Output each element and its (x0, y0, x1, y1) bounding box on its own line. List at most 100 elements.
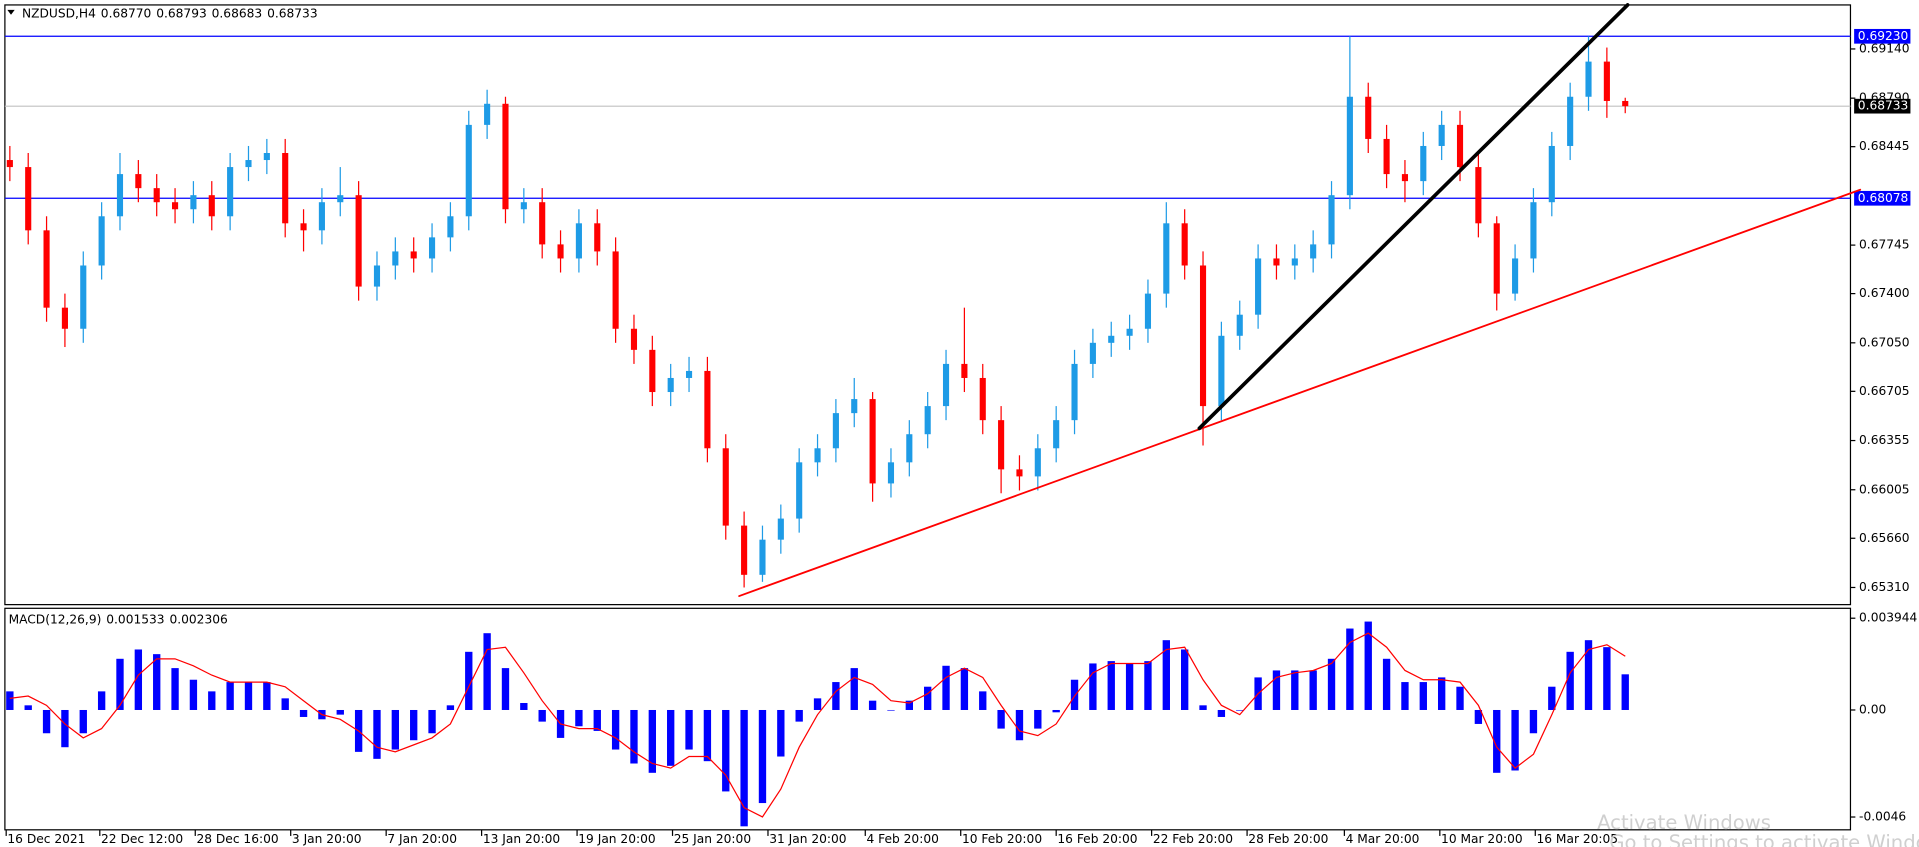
y-tick-label: 0.65660 (1859, 531, 1910, 545)
macd-bar (61, 709, 69, 748)
macd-bar (1107, 661, 1115, 710)
candle-body (1493, 223, 1500, 294)
x-tick-label: 25 Jan 20:00 (674, 832, 751, 846)
candle-body (227, 167, 234, 217)
macd-bar (189, 679, 198, 710)
x-tick-label: 16 Mar 20:05 (1537, 832, 1619, 846)
macd-value: 0.001533 (106, 612, 164, 626)
x-tick-label: 4 Mar 20:00 (1346, 832, 1420, 846)
macd-bar (1474, 709, 1483, 724)
candle-body (1218, 335, 1225, 407)
macd-bar (446, 705, 455, 710)
macd-bar (593, 709, 601, 731)
y-tick-label: 0.67745 (1859, 238, 1910, 252)
macd-bar (703, 709, 712, 762)
candle-body (851, 399, 858, 414)
price-label-bg (1854, 98, 1911, 114)
candle-body (1016, 469, 1023, 477)
candle-body (777, 518, 784, 540)
candle-body (649, 349, 656, 393)
x-tick-label: 4 Feb 20:00 (866, 832, 938, 846)
candle-body (245, 160, 252, 168)
macd-panel (4, 607, 1852, 831)
macd-bar (1566, 651, 1574, 710)
y-tick-label: 0.69140 (1859, 41, 1910, 55)
macd-bar (979, 691, 987, 710)
candle-body (814, 448, 821, 463)
symbol: NZDUSD,H4 (22, 6, 96, 20)
candle-body (1420, 145, 1427, 182)
macd-bar (942, 665, 950, 710)
macd-bar (6, 691, 14, 710)
macd-bar (1548, 686, 1556, 710)
x-tick-label: 7 Jan 20:00 (387, 832, 457, 846)
macd-bar (905, 700, 913, 710)
candle-body (741, 525, 748, 575)
macd-bar (1217, 709, 1226, 717)
candle-body (961, 363, 968, 378)
macd-bar (299, 709, 308, 717)
macd-bar (97, 691, 106, 710)
candle-body (428, 237, 436, 259)
macd-bar (648, 709, 657, 773)
macd-bar (1144, 661, 1152, 710)
candle-body (1310, 244, 1317, 259)
candle-body (667, 377, 674, 393)
candle-body (887, 462, 895, 484)
candle-body (80, 265, 87, 329)
candle-body (722, 448, 729, 526)
macd-bar (1162, 640, 1170, 710)
candle-body (1548, 145, 1555, 203)
x-tick-label: 28 Feb 20:00 (1248, 832, 1328, 846)
candle-body (172, 202, 179, 210)
candle-body (1383, 138, 1390, 175)
price-label: 0.68078 (1858, 191, 1909, 205)
price-label: 0.69230 (1858, 29, 1909, 43)
candle-body (373, 265, 381, 287)
y-tick-label: -0.0046 (1859, 810, 1906, 824)
macd-bar (887, 709, 895, 711)
macd-header: MACD(12,26,9) 0.001533 0.002306 (9, 612, 228, 626)
x-tick-label: 31 Jan 20:00 (769, 832, 846, 846)
macd-bar (134, 649, 143, 710)
macd-bar (1401, 682, 1409, 710)
macd-bar (1034, 709, 1042, 729)
macd-bar (208, 691, 216, 710)
macd-bar (630, 709, 638, 764)
x-tick-label: 22 Dec 12:00 (101, 832, 183, 846)
candle-body (98, 216, 105, 266)
macd-bar (79, 709, 87, 734)
candle-body (1089, 342, 1096, 364)
candle-body (1456, 124, 1464, 168)
candle-body (1199, 265, 1207, 407)
candle-body (484, 103, 491, 125)
macd-bar (483, 633, 491, 710)
price-label-bg (1854, 28, 1911, 44)
candle-body (832, 413, 839, 449)
trend-line (738, 188, 1862, 597)
candle-body (1273, 258, 1280, 266)
candle-body (1053, 420, 1060, 449)
macd-bar (1272, 670, 1281, 710)
macd-bar (1236, 709, 1244, 711)
candle-body (630, 328, 638, 350)
price-panel (4, 4, 1852, 606)
candle-body (1530, 202, 1537, 259)
watermark: Activate Windows (1597, 811, 1771, 834)
macd-bar (171, 668, 179, 710)
candle-body (282, 153, 289, 224)
macd-bar (997, 709, 1005, 729)
macd-bar (153, 654, 161, 710)
candle-body (612, 251, 619, 329)
x-tick-label: 28 Dec 16:00 (196, 832, 278, 846)
candle-body (685, 370, 693, 378)
macd-bar (1052, 709, 1060, 713)
x-tick-label: 22 Feb 20:00 (1153, 832, 1233, 846)
macd-bar (1437, 677, 1446, 710)
candle-body (1144, 293, 1152, 329)
y-tick-label: 0.67400 (1859, 286, 1910, 300)
macd-bar (795, 709, 803, 722)
candle-body (924, 406, 931, 435)
candle-body (1291, 258, 1298, 266)
